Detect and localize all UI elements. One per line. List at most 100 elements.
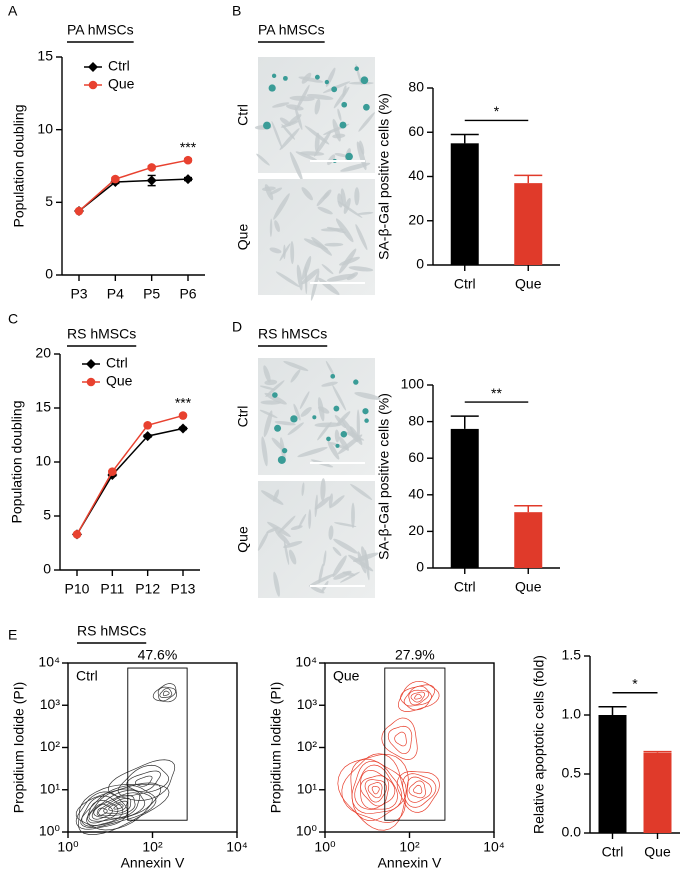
stained-cell	[360, 76, 369, 85]
cell	[301, 256, 312, 280]
stained-cell	[268, 84, 276, 92]
image-label: Ctrl	[235, 104, 251, 126]
cell	[293, 403, 301, 421]
marker	[147, 163, 156, 172]
cell	[317, 397, 325, 422]
cell	[259, 385, 276, 391]
stained-cell	[281, 447, 288, 454]
contour-line	[162, 690, 170, 697]
contour-line	[394, 731, 407, 747]
y-tick-label: 5	[45, 193, 53, 209]
contour-line	[360, 775, 390, 807]
y-tick-label: 60	[408, 449, 424, 465]
cell	[356, 141, 367, 171]
cell	[314, 496, 331, 510]
cell	[296, 264, 303, 291]
cell	[308, 573, 336, 587]
stained-cell	[341, 101, 348, 108]
significance-label: *	[632, 675, 638, 691]
contour-line	[371, 786, 380, 795]
contour-line	[81, 795, 124, 827]
image-label: Ctrl	[235, 406, 251, 428]
y-tick-label: 40	[408, 167, 424, 183]
contour-line	[354, 764, 398, 810]
contour-line	[402, 773, 437, 808]
y-tick-label: 20	[35, 345, 51, 361]
bar	[643, 752, 672, 833]
legend-label: Que	[106, 373, 133, 389]
cell	[269, 247, 282, 254]
legend-marker	[88, 62, 98, 72]
legend-marker	[86, 359, 96, 369]
cell	[283, 361, 309, 372]
contour-line	[398, 680, 440, 712]
stained-cell	[324, 79, 330, 85]
bar	[598, 715, 627, 833]
stained-cell	[363, 103, 370, 111]
cell	[287, 422, 304, 436]
x-tick-label: Ctrl	[454, 579, 476, 595]
y-tick-label: 40	[408, 486, 424, 502]
panel-letter: E	[8, 627, 17, 643]
panel-header: PA hMSCs	[258, 22, 325, 38]
cell	[298, 513, 307, 529]
y-tick-label: 15	[37, 48, 53, 64]
significance-label: **	[491, 385, 502, 401]
stained-cell	[340, 430, 348, 438]
cell	[357, 551, 367, 574]
cell	[263, 365, 271, 383]
panel-header: PA hMSCs	[67, 22, 134, 38]
cell	[289, 95, 315, 102]
cell	[263, 410, 273, 438]
cell	[298, 76, 324, 83]
error-bar	[450, 415, 479, 429]
gate-label: 47.6%	[138, 647, 178, 663]
x-tick-label: 10²	[142, 839, 163, 855]
contour-line	[360, 769, 396, 810]
stained-cell	[364, 418, 369, 423]
y-tick-label: 80	[408, 412, 424, 428]
y-tick-label: 0	[45, 266, 53, 282]
x-tick-label: P3	[70, 286, 87, 302]
cell	[354, 392, 381, 400]
cell	[261, 186, 276, 191]
image-label: Que	[235, 526, 251, 553]
y-tick-label: 0	[43, 561, 51, 577]
cell	[335, 218, 354, 243]
gate	[384, 667, 446, 821]
contour-line	[406, 776, 432, 803]
y-axis-label: Relative apoptotic cells (fold)	[531, 655, 547, 834]
panel-header: RS hMSCs	[77, 623, 146, 639]
cell	[304, 266, 308, 295]
cell	[351, 502, 355, 529]
cell	[327, 154, 336, 166]
x-tick-label: P5	[143, 286, 160, 302]
marker	[178, 423, 188, 434]
x-tick-label: 10⁰	[57, 839, 79, 855]
gate-label: 27.9%	[395, 647, 435, 663]
y-tick-label: 0.5	[562, 765, 582, 781]
error-bar	[514, 174, 543, 184]
x-tick-label: 10⁴	[483, 839, 505, 855]
cell	[295, 151, 318, 161]
contour-line	[387, 725, 413, 755]
cell	[289, 151, 303, 182]
panel-letter: D	[232, 319, 242, 335]
y-tick-label: 0	[416, 559, 424, 575]
x-tick-label: P10	[65, 581, 90, 597]
contour-line	[337, 753, 409, 831]
x-tick-label: Ctrl	[602, 844, 624, 860]
cell	[290, 240, 295, 265]
y-tick-label: 10¹	[40, 780, 61, 796]
cell	[317, 206, 333, 215]
cell	[337, 200, 363, 218]
cell	[306, 93, 334, 100]
cell	[343, 197, 351, 214]
y-tick-label: 100	[401, 376, 425, 392]
contour-line	[341, 753, 406, 823]
cell	[311, 236, 332, 256]
x-tick-label: 10⁰	[314, 839, 336, 855]
cell	[334, 153, 348, 158]
cell	[325, 360, 335, 377]
x-tick-label: 10⁴	[226, 839, 248, 855]
